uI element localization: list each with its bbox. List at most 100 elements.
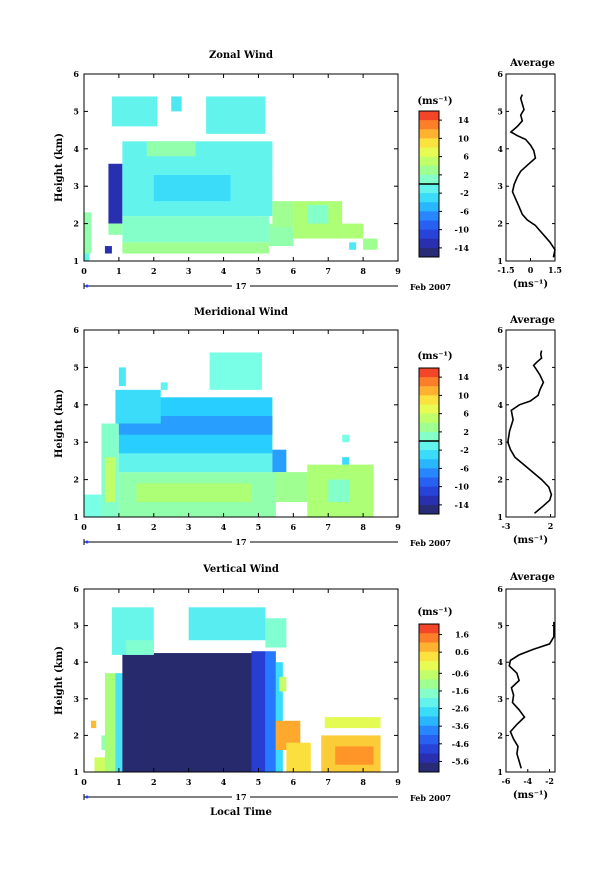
x-tick-label: 6 (291, 777, 297, 787)
colorbar-segment (419, 220, 439, 231)
x-tick-label: 4 (221, 522, 227, 532)
colorbar-tick-label: 14 (458, 372, 470, 382)
colorbar-segment (419, 735, 439, 745)
data-cell-17 (324, 717, 381, 729)
data-cell-6 (122, 242, 269, 254)
colorbar-segment (419, 651, 439, 662)
colorbar-tick-label: -5.6 (452, 756, 470, 766)
average-x-tick-label: -2 (545, 776, 554, 786)
colorbar-segment (419, 129, 439, 139)
data-cell-4 (108, 163, 123, 224)
data-cell-6 (118, 453, 273, 473)
y-tick-label: 1 (73, 256, 79, 266)
y-axis-label: Height (km) (54, 389, 65, 458)
y-tick-label: 3 (73, 694, 79, 704)
data-cell-12 (188, 607, 266, 641)
x-tick-label: 7 (325, 777, 331, 787)
x-tick-label: 1 (116, 777, 122, 787)
colorbar-frame (418, 623, 440, 773)
colorbar-segment (419, 642, 439, 653)
colorbar-segment (419, 477, 439, 488)
y-tick-label: 2 (73, 475, 79, 485)
colorbar-unit: (ms⁻¹) (417, 351, 452, 362)
colorbar-segment (419, 431, 439, 442)
x-tick-label: 6 (291, 266, 297, 276)
average-x-tick-label: 1.5 (548, 265, 562, 275)
data-cell-9 (115, 389, 161, 424)
colorbar-segment (419, 624, 439, 634)
colorbar-segment (419, 716, 439, 727)
colorbar-segment (419, 229, 439, 240)
data-cell-11 (160, 382, 168, 390)
colorbar-tick-label: -6 (460, 463, 469, 473)
colorbar-segment (419, 156, 439, 167)
day-label: 17 (235, 537, 246, 547)
colorbar-segment (419, 698, 439, 708)
average-y-tick-label: 2 (497, 730, 503, 740)
day-label: 17 (235, 281, 246, 291)
average-frame (505, 588, 556, 773)
average-x-tick-label: -6 (502, 776, 511, 786)
y-tick-label: 3 (73, 181, 79, 191)
colorbar-tick-label: 6 (463, 152, 469, 162)
colorbar-segment (419, 368, 439, 378)
plot-frame (83, 73, 399, 262)
x-tick-label: 8 (360, 522, 366, 532)
colorbar-tick-label: 1.6 (455, 630, 469, 640)
date-label: Feb 2007 (410, 793, 451, 803)
x-tick-label: 4 (221, 777, 227, 787)
x-tick-label: 1 (116, 522, 122, 532)
colorbar-tick-label: -2 (460, 445, 469, 455)
average-x-tick-label: -1.5 (497, 265, 514, 275)
average-profile-line (508, 621, 555, 769)
data-cell-5 (136, 483, 252, 503)
average-y-tick-label: 4 (497, 144, 503, 154)
colorbar-segment (419, 441, 439, 451)
average-y-tick-label: 3 (497, 437, 503, 447)
colorbar-tick-label: -10 (455, 482, 470, 492)
data-cell-5 (115, 673, 126, 772)
colorbar-tick-label: -10 (455, 225, 470, 235)
average-frame (505, 329, 556, 518)
colorbar-segment (419, 404, 439, 415)
colorbar-segment (419, 688, 439, 699)
x-tick-label: 3 (186, 522, 192, 532)
average-y-tick-label: 5 (497, 621, 503, 631)
average-unit: (ms⁻¹) (513, 535, 548, 546)
data-cell-11 (125, 640, 154, 655)
colorbar-unit: (ms⁻¹) (417, 607, 452, 618)
colorbar-segment (419, 744, 439, 754)
average-y-tick-label: 2 (497, 219, 503, 229)
day-strip-marker (85, 795, 89, 799)
average-title: Average (509, 315, 555, 326)
colorbar-segment (419, 422, 439, 433)
y-tick-label: 5 (73, 362, 79, 372)
average-y-tick-label: 1 (497, 767, 503, 777)
x-tick-label: 2 (151, 777, 157, 787)
colorbar-segment (419, 238, 439, 249)
average-y-tick-label: 2 (497, 475, 503, 485)
data-cell-17 (342, 457, 350, 465)
colorbar-segment (419, 138, 439, 148)
average-unit: (ms⁻¹) (513, 279, 548, 290)
average-y-tick-label: 1 (497, 256, 503, 266)
colorbar-tick-label: -0.6 (452, 668, 470, 678)
data-cell-16 (279, 676, 287, 692)
colorbar-segment (419, 504, 439, 515)
average-x-tick-label: -3 (502, 521, 511, 531)
data-cell-2 (84, 212, 91, 254)
y-tick-label: 5 (73, 106, 79, 116)
y-tick-label: 3 (73, 437, 79, 447)
y-tick-label: 4 (73, 144, 79, 154)
average-y-tick-label: 6 (497, 69, 503, 79)
plot-frame (83, 588, 399, 773)
colorbar-tick-label: -2.6 (452, 704, 470, 714)
x-tick-label: 2 (151, 522, 157, 532)
y-tick-label: 5 (73, 621, 79, 631)
data-cell-8 (265, 651, 276, 772)
y-tick-label: 4 (73, 400, 79, 410)
colorbar-segment (419, 633, 439, 643)
data-cell-9 (275, 662, 283, 772)
x-axis-label: Local Time (210, 807, 272, 818)
